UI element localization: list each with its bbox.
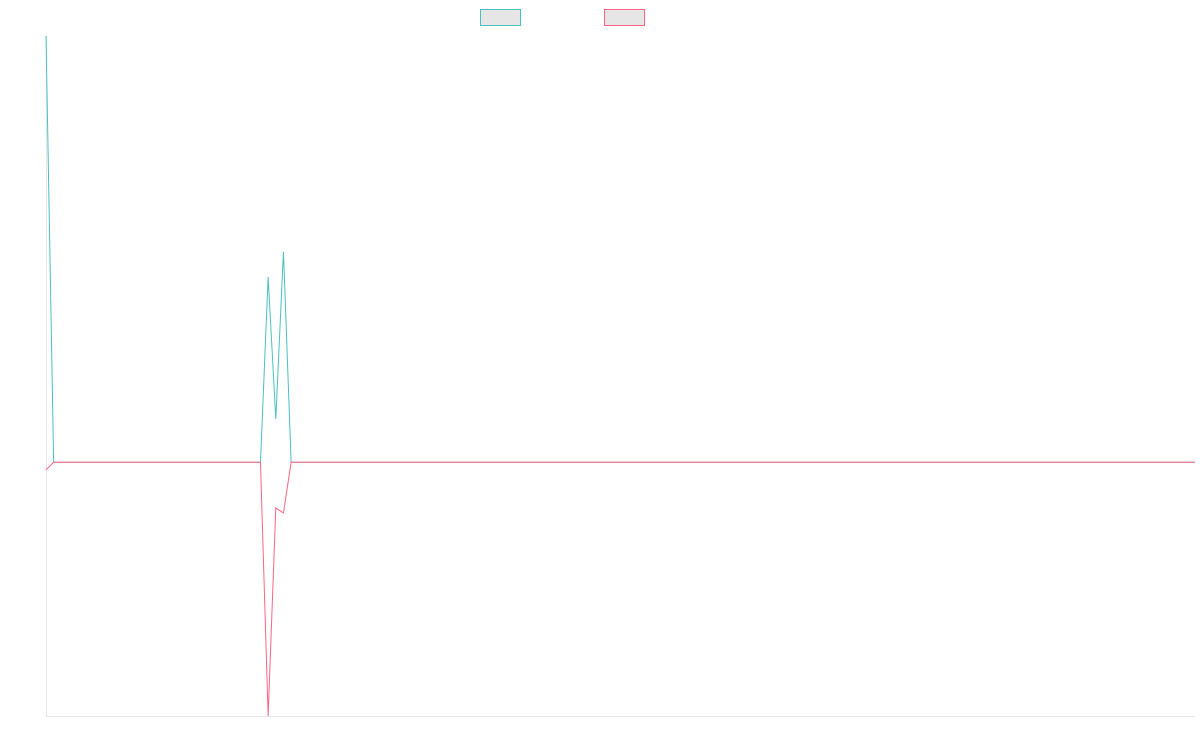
legend-swatch-series-1 [604,9,645,26]
legend-item-series-1[interactable] [604,9,645,26]
chart-axes [46,36,1195,717]
series-line-1 [45,461,1195,717]
legend-swatch-series-0 [480,9,521,26]
chart-legend [480,9,645,26]
legend-item-series-0[interactable] [480,9,521,26]
series-line-0 [45,35,1195,463]
plot-area [45,35,1195,717]
